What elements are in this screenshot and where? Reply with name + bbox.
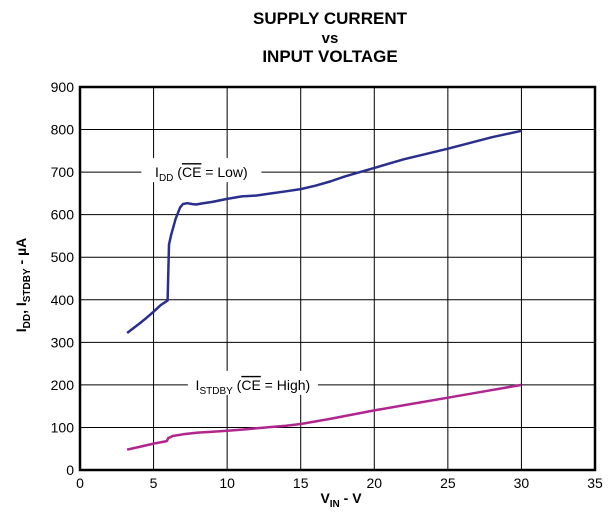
y-tick-label: 200: [51, 377, 75, 393]
label-idd-main: I: [155, 164, 159, 180]
series-line-idd: [126, 129, 522, 334]
x-tick-label: 15: [293, 475, 309, 491]
label-idd-open: (: [173, 164, 182, 180]
chart-title-line-3: INPUT VOLTAGE: [262, 47, 397, 66]
y-tick-labels: 0 100 200 300 400 500 600 700 800 900: [51, 79, 75, 478]
label-istdby-background: [187, 370, 318, 395]
y-tick-label: 300: [51, 334, 75, 350]
series-annotations: IDD (CE = Low)ISTDBY (CE = High): [141, 158, 318, 397]
x-tick-label: 35: [587, 475, 603, 491]
y-axis-label-suffix: - µA: [13, 238, 29, 269]
y-tick-label: 700: [51, 164, 75, 180]
x-tick-label: 0: [76, 475, 84, 491]
chart-title-line-1: SUPPLY CURRENT: [253, 9, 408, 28]
x-tick-label: 30: [514, 475, 530, 491]
label-idd-background: [141, 158, 262, 183]
label-istdby: ISTDBY (CE = High): [196, 377, 311, 397]
x-axis-label: VIN - V: [320, 490, 362, 510]
y-tick-label: 800: [51, 122, 75, 138]
label-istdby-ce-overbar: CE: [241, 377, 260, 393]
label-istdby-rest: = High): [261, 377, 310, 393]
label-istdby-main: I: [196, 377, 200, 393]
y-axis-label-s2: STDBY: [22, 268, 33, 302]
label-istdby-open: (: [233, 377, 242, 393]
x-axis-label-suffix: - V: [340, 490, 362, 506]
y-axis-label: IDD, ISTDBY - µA: [13, 238, 33, 333]
x-tick-label: 10: [219, 475, 235, 491]
plot-area: [80, 87, 595, 470]
label-idd-sub: DD: [159, 173, 173, 184]
chart-title-line-2: vs: [322, 30, 339, 47]
series-line-istdby: [126, 383, 522, 451]
label-istdby-sub: STDBY: [199, 386, 233, 397]
grid-lines: [80, 87, 595, 470]
x-axis-label-sub: IN: [330, 499, 340, 510]
label-idd: IDD (CE = Low): [155, 164, 248, 184]
x-tick-label: 20: [366, 475, 382, 491]
x-tick-labels: 0 5 10 15 20 25 30 35: [76, 475, 603, 491]
y-axis-label-p1: I: [13, 328, 29, 332]
x-tick-label: 25: [440, 475, 456, 491]
y-tick-label: 400: [51, 292, 75, 308]
y-axis-label-s1: DD: [22, 314, 33, 328]
series-lines: [126, 129, 522, 451]
y-tick-label: 0: [66, 462, 74, 478]
y-tick-label: 600: [51, 207, 75, 223]
y-tick-label: 500: [51, 249, 75, 265]
x-axis-label-main: V: [320, 490, 330, 506]
y-tick-label: 100: [51, 419, 75, 435]
label-idd-ce-overbar: CE: [182, 164, 201, 180]
label-idd-rest: = Low): [201, 164, 247, 180]
plot-frame: [78, 85, 597, 472]
y-tick-label: 900: [51, 79, 75, 95]
y-axis-label-p2: , I: [13, 302, 29, 314]
x-tick-label: 5: [150, 475, 158, 491]
